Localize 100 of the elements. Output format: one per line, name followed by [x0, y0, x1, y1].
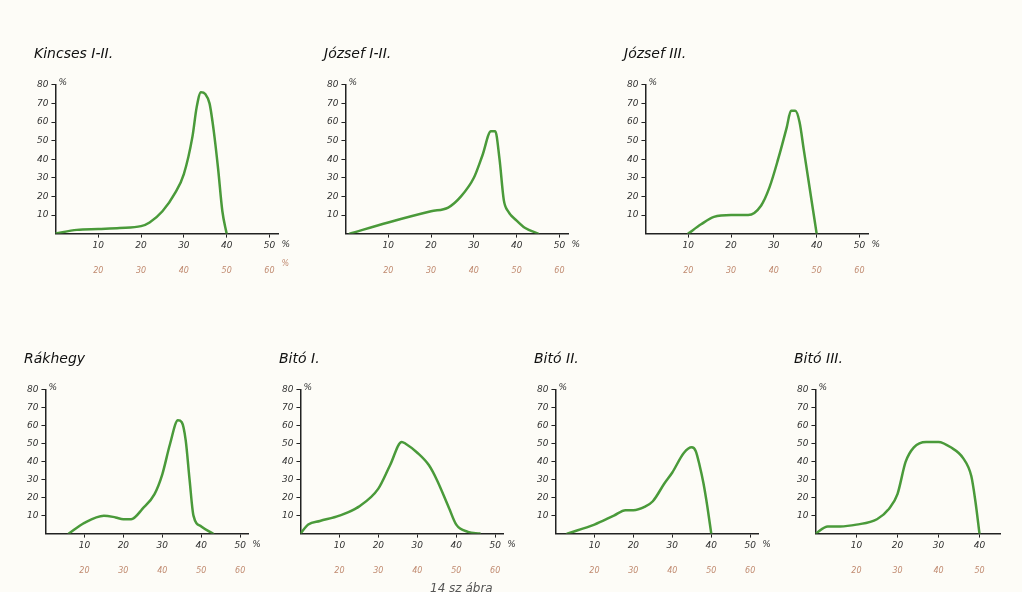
y-tick-label: 50	[627, 134, 639, 145]
x2-tick-label: 30	[892, 566, 903, 576]
x-tick-label: 10	[588, 540, 601, 551]
y-tick-label: 20	[282, 491, 294, 502]
y-tick-label: 20	[627, 190, 639, 201]
y-tick-label: 60	[282, 420, 294, 431]
x2-tick-label: 50	[706, 566, 717, 576]
y-tick-label: 80	[327, 79, 339, 90]
line-series	[55, 90, 228, 234]
y-tick-label: 20	[27, 491, 39, 502]
x-tick-label: 30	[156, 540, 169, 551]
chart-title: József III.	[621, 45, 687, 62]
x-tick-label: 20	[372, 540, 385, 551]
y-tick-label: 20	[797, 491, 809, 502]
y-tick-label: 40	[327, 153, 339, 164]
x2-tick-label: 60	[745, 566, 756, 576]
x2-tick-label: 50	[974, 566, 985, 576]
x-tick-label: 50	[853, 240, 866, 251]
y-tick-label: 60	[797, 420, 809, 431]
x2-tick-label: 30	[373, 566, 384, 576]
x2-tick-label: 60	[490, 566, 501, 576]
y-tick-label: 30	[27, 474, 39, 485]
x2-tick-label: 60	[235, 566, 246, 576]
chart-title: Rákhegy	[24, 350, 86, 367]
x-tick-label: 40	[220, 240, 233, 251]
x-tick-label: 50	[553, 240, 566, 251]
x2-tick-label: 20	[383, 266, 394, 276]
x2-tick-label: 50	[196, 566, 207, 576]
text: 14 sz ábra	[430, 581, 493, 592]
line-series	[687, 109, 818, 234]
y-tick-label: 60	[537, 420, 549, 431]
y-tick-label: 50	[327, 134, 339, 145]
x-tick-label: 10	[850, 540, 863, 551]
x2-tick-label: 40	[933, 566, 944, 576]
x-tick-label: 40	[973, 540, 986, 551]
x2-tick-label: 40	[768, 266, 779, 276]
y-axis-title: %	[48, 381, 58, 392]
y-tick-label: 70	[627, 97, 639, 108]
chart-title: Bitó II.	[534, 350, 579, 367]
y-tick-label: 80	[282, 384, 294, 395]
x-tick-label: 50	[234, 540, 247, 551]
x-tick-label: 30	[932, 540, 945, 551]
y-tick-label: 50	[27, 438, 39, 449]
y-tick-label: 60	[37, 116, 49, 127]
x2-tick-label: 20	[589, 566, 600, 576]
x2-tick-label: 40	[412, 566, 423, 576]
y-tick-label: 70	[537, 402, 549, 413]
y-tick-label: 80	[537, 384, 549, 395]
x2-tick-label: 40	[178, 266, 189, 276]
x2-tick-label: 20	[851, 566, 862, 576]
x-tick-label: 50	[744, 540, 757, 551]
x-tick-label: 30	[411, 540, 424, 551]
x2-tick-label: 20	[93, 266, 104, 276]
x-tick-label: 30	[768, 240, 780, 251]
x-tick-label: 30	[178, 240, 190, 251]
y-axis-title: %	[58, 76, 68, 87]
x-tick-label: 40	[705, 540, 718, 551]
y-tick-label: 10	[627, 209, 639, 220]
chart-title: József I-II.	[321, 45, 392, 62]
x2-tick-label: 50	[451, 566, 462, 576]
x-tick-label: 10	[382, 240, 395, 251]
line-series	[565, 446, 713, 534]
x-axis-title: %	[571, 238, 580, 249]
x-tick-label: 20	[891, 540, 904, 551]
y-axis-title: %	[558, 381, 568, 392]
x-tick-label: 10	[682, 240, 695, 251]
y-tick-label: 50	[37, 134, 49, 145]
y-tick-label: 30	[37, 172, 49, 183]
y-tick-label: 70	[327, 97, 339, 108]
y-tick-label: 70	[797, 402, 809, 413]
x-tick-label: 30	[666, 540, 679, 551]
y-tick-label: 30	[627, 172, 639, 183]
x-tick-label: 20	[135, 240, 148, 251]
y-axis-title: %	[348, 76, 358, 87]
x-tick-label: 50	[489, 540, 502, 551]
chart-title: Kincses I-II.	[34, 45, 114, 62]
y-tick-label: 70	[27, 402, 39, 413]
y-tick-label: 10	[282, 509, 294, 520]
y-tick-label: 10	[327, 209, 339, 220]
x2-tick-label: 50	[511, 266, 522, 276]
y-tick-label: 60	[627, 116, 639, 127]
y-tick-label: 80	[27, 384, 39, 395]
x2-tick-label: 20	[683, 266, 694, 276]
y-tick-label: 30	[797, 474, 809, 485]
x2-tick-label: 50	[221, 266, 232, 276]
y-tick-label: 40	[27, 456, 39, 467]
x2-tick-label: 30	[118, 566, 129, 576]
y-tick-label: 40	[627, 153, 639, 164]
y-tick-label: 60	[27, 420, 39, 431]
x-tick-label: 20	[117, 540, 130, 551]
y-tick-label: 30	[282, 474, 294, 485]
x2-tick-label: 20	[79, 566, 90, 576]
y-tick-label: 20	[537, 491, 549, 502]
y-tick-label: 30	[537, 474, 549, 485]
line-series	[300, 440, 481, 534]
x-axis-title: %	[762, 538, 771, 549]
y-tick-label: 70	[282, 402, 294, 413]
y-tick-label: 10	[27, 509, 39, 520]
x2-tick-label: 30	[725, 266, 737, 276]
x2-tick-label: 40	[157, 566, 168, 576]
